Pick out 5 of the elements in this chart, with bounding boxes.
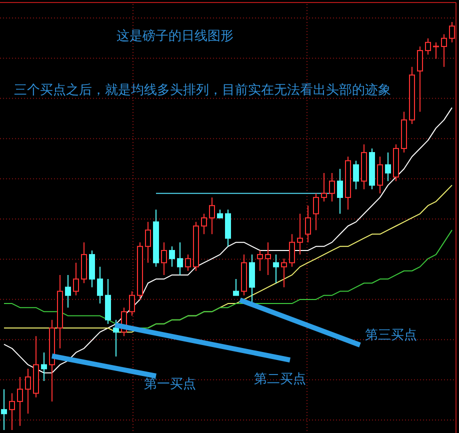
annotation: 第一买点 [144, 377, 196, 392]
text: 这是磅子的日线图形 [116, 29, 234, 44]
annotation: 第三买点 [365, 328, 417, 343]
annotation: 第二买点 [254, 372, 306, 387]
text: 三个买点之后，就是均线多头排列，目前实在无法看出头部的迹象 [14, 82, 391, 98]
